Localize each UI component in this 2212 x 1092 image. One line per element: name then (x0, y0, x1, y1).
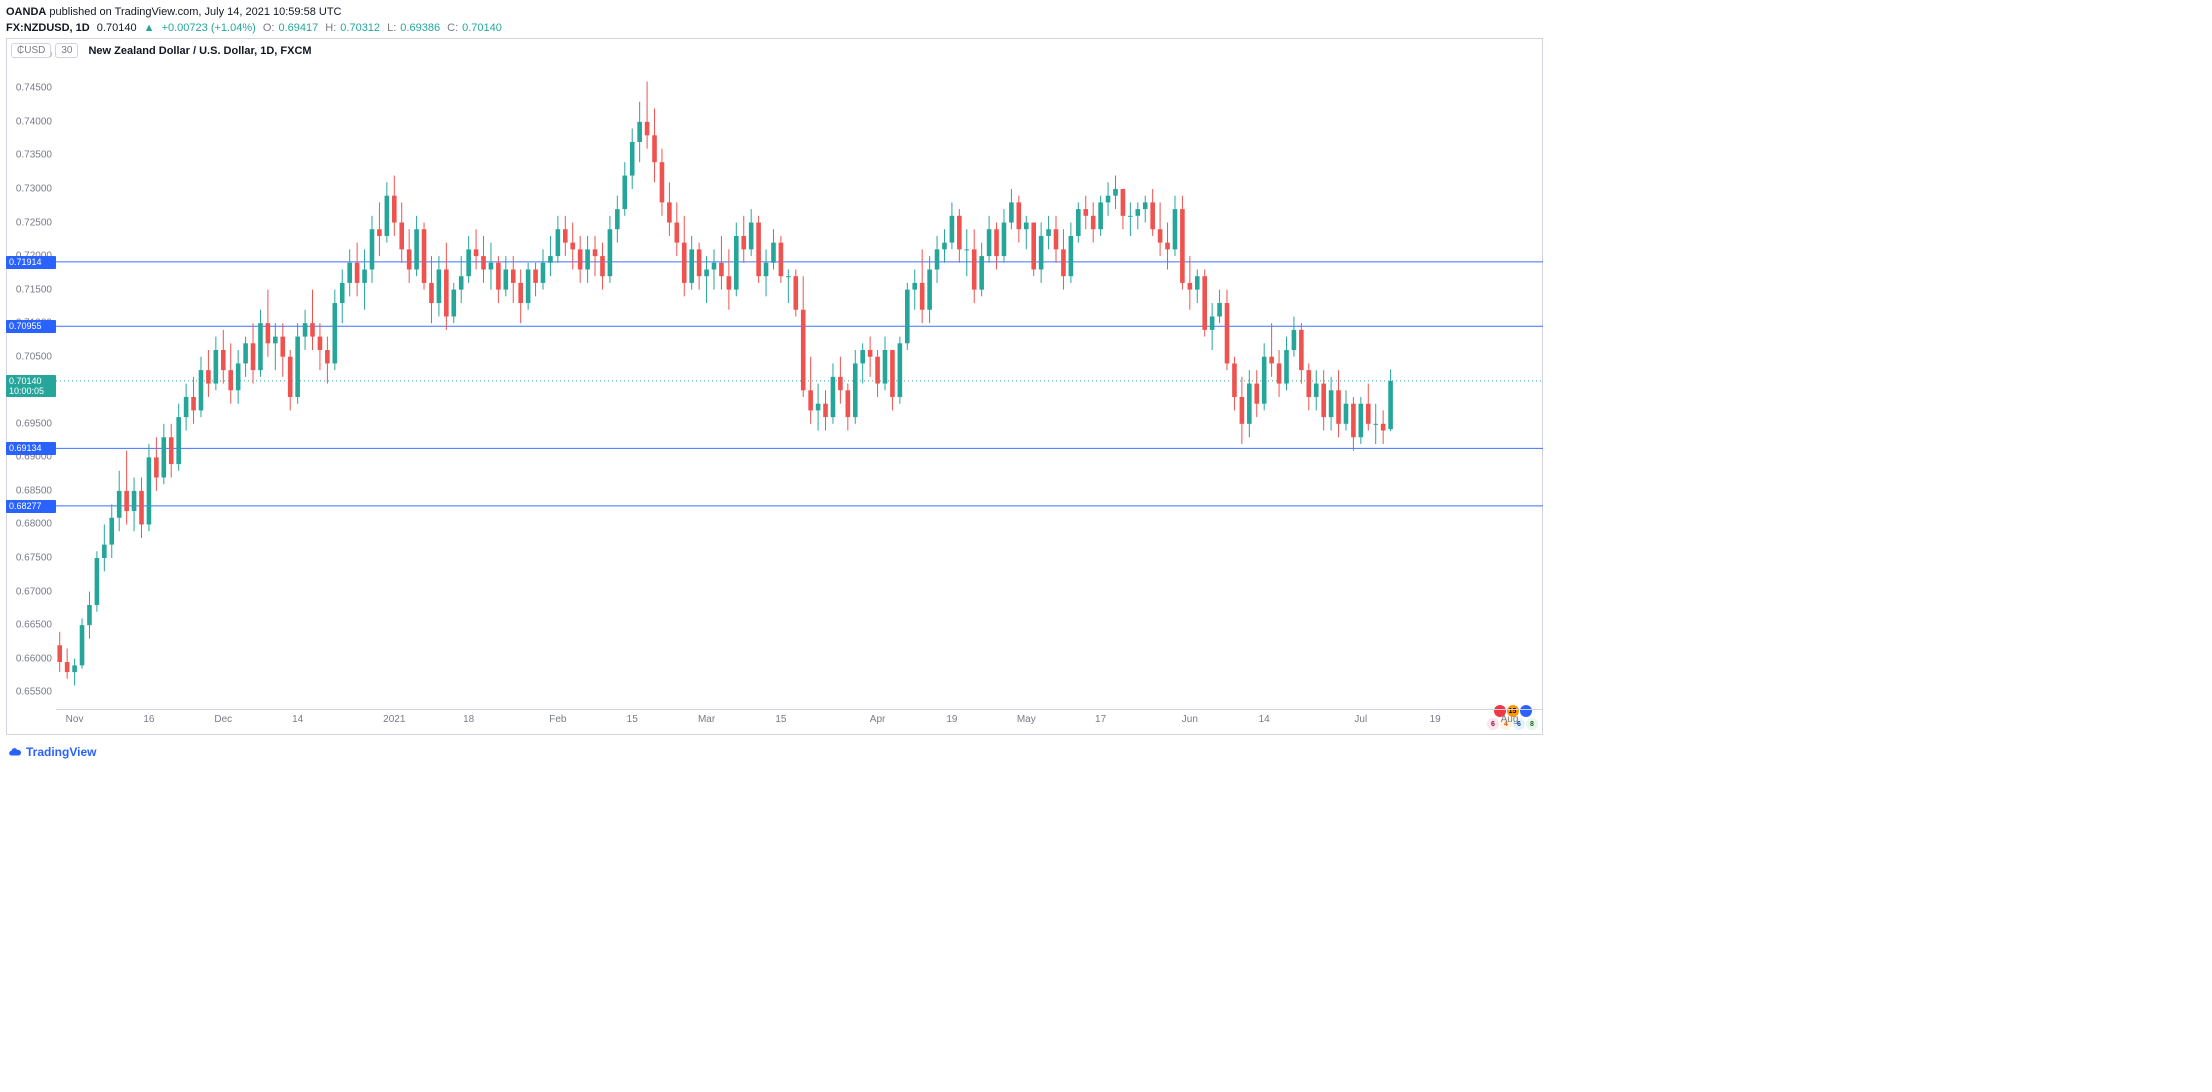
x-tick: Jun (1182, 714, 1198, 725)
ohlc-row: FX:NZDUSD, 1D 0.70140 ▲ +0.00723 (+1.04%… (6, 22, 506, 34)
y-tick: 0.68500 (16, 485, 52, 496)
x-tick: 19 (1430, 714, 1441, 725)
candlestick-chart[interactable] (56, 38, 1543, 709)
y-tick: 0.73000 (16, 183, 52, 194)
price-tag: 0.7014010:00:05 (6, 375, 56, 397)
x-tick: Feb (549, 714, 566, 725)
x-tick: 15 (775, 714, 786, 725)
cloud-icon (8, 745, 22, 759)
chart-wrapper: OANDA published on TradingView.com, July… (0, 0, 1549, 765)
x-tick: 16 (143, 714, 154, 725)
y-axis: 0.65500 0.66000 0.66500 0.67000 0.67500 0.680… (6, 38, 56, 709)
x-tick: Nov (66, 714, 84, 725)
hline-tag: 0.70955 (6, 320, 56, 333)
x-tick: 14 (292, 714, 303, 725)
y-tick: 0.68000 (16, 519, 52, 530)
hline-tag: 0.71914 (6, 256, 56, 269)
x-tick: May (1017, 714, 1036, 725)
x-tick: Aug (1501, 714, 1519, 725)
x-tick: 17 (1095, 714, 1106, 725)
x-axis: Nov 16 Dec 14 2021 18 Feb 15 Mar 15 Apr 19 May 17 Jun 1… (56, 709, 1543, 735)
x-tick: Mar (698, 714, 715, 725)
x-tick: 18 (463, 714, 474, 725)
last-price: 0.70140 (97, 22, 137, 34)
x-tick: Apr (870, 714, 886, 725)
y-tick: 0.69500 (16, 418, 52, 429)
y-tick: 0.71500 (16, 284, 52, 295)
symbol-label: FX:NZDUSD, 1D (6, 22, 90, 34)
y-tick: 0.66500 (16, 620, 52, 631)
y-tick: 0.72500 (16, 217, 52, 228)
x-tick: Dec (214, 714, 232, 725)
hline-tag: 0.68277 (6, 500, 56, 513)
y-tick: 0.65500 (16, 687, 52, 698)
plot-area[interactable] (56, 38, 1543, 709)
y-tick: 0.74000 (16, 116, 52, 127)
open-value: 0.69417 (278, 22, 318, 34)
high-value: 0.70312 (340, 22, 380, 34)
up-arrow-icon: ▲ (144, 22, 155, 34)
x-tick: 14 (1259, 714, 1270, 725)
interval-badge[interactable]: 30 (55, 43, 78, 58)
publish-meta: OANDA published on TradingView.com, July… (6, 6, 342, 18)
x-tick: 19 (946, 714, 957, 725)
hline-tag: 0.69134 (6, 442, 56, 455)
x-tick: 15 (627, 714, 638, 725)
top-left-badges: ₵USD 30 New Zealand Dollar / U.S. Dollar… (11, 43, 312, 58)
y-tick: 0.67000 (16, 586, 52, 597)
y-tick: 0.66000 (16, 653, 52, 664)
x-tick: Jul (1354, 714, 1367, 725)
x-tick: 2021 (383, 714, 405, 725)
y-tick: 0.74500 (16, 83, 52, 94)
low-value: 0.69386 (400, 22, 440, 34)
currency-badge[interactable]: ₵USD (11, 43, 51, 58)
y-tick: 0.73500 (16, 150, 52, 161)
tradingview-logo[interactable]: TradingView (8, 745, 96, 759)
price-change: +0.00723 (+1.04%) (162, 22, 256, 34)
close-value: 0.70140 (462, 22, 502, 34)
y-tick: 0.70500 (16, 351, 52, 362)
y-tick: 0.67500 (16, 553, 52, 564)
chart-title: New Zealand Dollar / U.S. Dollar, 1D, FX… (88, 45, 311, 57)
